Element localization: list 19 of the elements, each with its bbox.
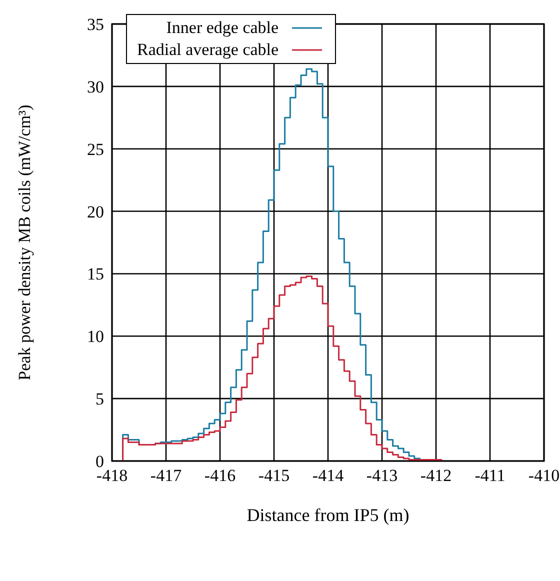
y-tick-label: 5 bbox=[96, 390, 104, 409]
y-tick-label: 25 bbox=[87, 140, 104, 159]
y-tick-label: 20 bbox=[87, 202, 104, 222]
x-tick-label: -414 bbox=[312, 466, 344, 486]
x-tick-label: -410 bbox=[528, 466, 560, 486]
x-tick-label: -411 bbox=[474, 466, 506, 486]
y-tick-label: 15 bbox=[87, 264, 104, 284]
x-tick-label: -415 bbox=[258, 466, 290, 486]
x-tick-label: -412 bbox=[420, 466, 452, 486]
x-tick-label: -417 bbox=[150, 466, 182, 486]
legend-label: Inner edge cable bbox=[166, 17, 279, 39]
x-axis-title: Distance from IP5 (m) bbox=[246, 505, 410, 525]
y-tick-label: 35 bbox=[87, 15, 104, 34]
y-tick-label: 10 bbox=[87, 327, 104, 346]
y-tick-label: 30 bbox=[87, 77, 104, 96]
x-tick-label: -416 bbox=[204, 466, 236, 486]
x-tick-label: -413 bbox=[366, 466, 398, 486]
y-axis-title: Peak power density MB coils (mW/cm³) bbox=[15, 104, 34, 380]
legend-label: Radial average cable bbox=[137, 39, 279, 61]
